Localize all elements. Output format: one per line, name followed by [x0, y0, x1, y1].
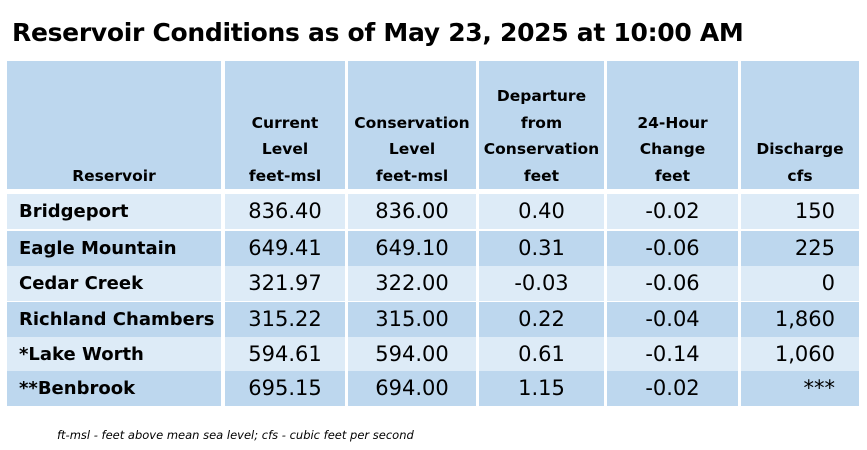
cell-departure: 0.22: [479, 302, 604, 337]
cell-conservation-level: 694.00: [348, 371, 476, 406]
reservoir-table: Reservoir Current Level feet-msl Conservatio…: [7, 61, 859, 406]
cell-change-24h: -0.04: [607, 302, 738, 337]
cell-discharge: ***: [741, 371, 859, 406]
header-line: from: [520, 113, 563, 132]
cell-change-24h: -0.06: [607, 266, 738, 301]
header-line: Conservation: [483, 140, 600, 158]
reservoir-name: Bridgeport: [7, 194, 221, 229]
reservoir-name: Cedar Creek: [7, 266, 221, 301]
cell-departure: 1.15: [479, 371, 604, 406]
cell-change-24h: -0.02: [607, 371, 738, 406]
header-line: Discharge: [756, 140, 844, 158]
header-change-24h: 24-Hour Change feet: [607, 61, 738, 189]
cell-departure: -0.03: [479, 266, 604, 301]
footnote: ft-msl - feet above mean sea level; cfs …: [57, 428, 414, 442]
header-reservoir: Reservoir: [7, 61, 221, 189]
cell-current-level: 315.22: [225, 302, 345, 337]
header-line: Level: [261, 140, 309, 158]
header-line: feet-msl: [375, 166, 449, 185]
cell-conservation-level: 315.00: [348, 302, 476, 337]
cell-conservation-level: 594.00: [348, 337, 476, 372]
cell-departure: 0.61: [479, 337, 604, 372]
header-line: Departure: [496, 87, 587, 105]
header-discharge: Discharge cfs: [741, 61, 859, 189]
reservoir-name: Richland Chambers: [7, 302, 221, 337]
reservoir-name: **Benbrook: [7, 371, 221, 406]
cell-current-level: 836.40: [225, 194, 345, 229]
header-line: Conservation: [354, 113, 470, 132]
header-current-level: Current Level feet-msl: [225, 61, 345, 189]
cell-discharge: 1,860: [741, 302, 859, 337]
header-line: Change: [639, 140, 706, 158]
header-line: Reservoir: [72, 166, 156, 185]
header-departure: Departure from Conservation feet: [479, 61, 604, 189]
header-line: 24-Hour: [637, 113, 708, 132]
page-title: Reservoir Conditions as of May 23, 2025 …: [12, 18, 744, 47]
cell-discharge: 0: [741, 266, 859, 301]
cell-change-24h: -0.06: [607, 231, 738, 266]
cell-conservation-level: 322.00: [348, 266, 476, 301]
cell-current-level: 321.97: [225, 266, 345, 301]
header-line: Current: [251, 113, 319, 132]
reservoir-name: *Lake Worth: [7, 337, 221, 372]
cell-conservation-level: 836.00: [348, 194, 476, 229]
header-line: feet-msl: [248, 166, 322, 185]
header-line: feet: [523, 166, 560, 185]
reservoir-name: Eagle Mountain: [7, 231, 221, 266]
cell-discharge: 150: [741, 194, 859, 229]
cell-current-level: 695.15: [225, 371, 345, 406]
cell-departure: 0.31: [479, 231, 604, 266]
cell-conservation-level: 649.10: [348, 231, 476, 266]
cell-discharge: 1,060: [741, 337, 859, 372]
cell-departure: 0.40: [479, 194, 604, 229]
header-line: feet: [654, 166, 691, 185]
cell-change-24h: -0.14: [607, 337, 738, 372]
header-line: Level: [388, 140, 436, 158]
cell-current-level: 594.61: [225, 337, 345, 372]
cell-discharge: 225: [741, 231, 859, 266]
cell-change-24h: -0.02: [607, 194, 738, 229]
cell-current-level: 649.41: [225, 231, 345, 266]
header-line: cfs: [787, 166, 813, 185]
header-conservation-level: Conservation Level feet-msl: [348, 61, 476, 189]
